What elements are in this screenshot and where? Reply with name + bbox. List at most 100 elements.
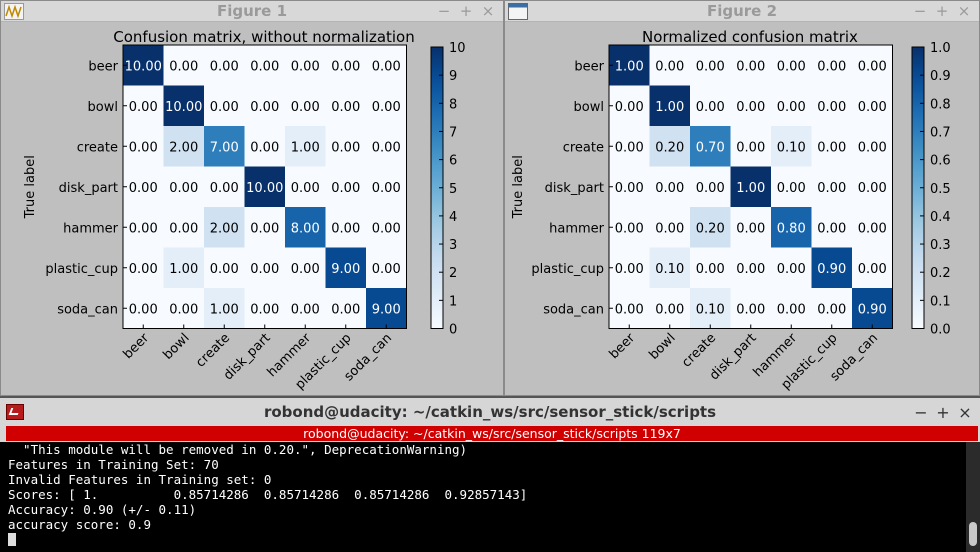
maximize-button[interactable]: + [936,403,950,422]
cell-value-label: 0.00 [250,100,279,115]
minimize-button[interactable]: − [913,2,927,20]
y-tick-label: plastic_cup [531,262,604,277]
heatmap-cell [204,288,245,329]
colorbar-tick-label: 1.0 [930,41,951,56]
cell-value-label: 0.00 [169,181,198,196]
terminal-prompt-line [8,532,966,547]
cell-value-label: 0.90 [858,302,887,317]
close-button[interactable]: × [958,403,972,422]
heatmap-cell [609,166,650,208]
scrollbar-thumb[interactable] [969,522,977,546]
figure-1-titlebar[interactable]: Figure 1 − + × [1,1,503,22]
cell-value-label: 0.00 [129,221,158,236]
colorbar-tick-label: 0 [449,323,457,338]
heatmap-cell [204,85,245,127]
cell-value-label: 0.00 [372,221,401,236]
cell-value-label: 0.00 [696,59,725,74]
cell-value-label: 1.00 [736,181,765,196]
terminal-line: Invalid Features in Training set: 0 [8,472,272,487]
cell-value-label: 0.00 [736,302,765,317]
cell-value-label: 9.00 [372,302,401,317]
heatmap-cell [649,45,691,86]
maximize-button[interactable]: + [459,2,473,20]
cell-value-label: 0.00 [291,181,320,196]
heatmap-cell [609,247,650,289]
cell-value-label: 0.00 [331,59,360,74]
cell-value-label: 0.00 [250,262,279,277]
heatmap-cell [690,207,731,248]
heatmap-cell [244,288,286,329]
heatmap-cell [285,166,326,208]
cell-value-label: 0.00 [736,100,765,115]
cell-value-label: 0.00 [696,100,725,115]
maximize-button[interactable]: + [935,2,949,20]
x-tick-label: beer [607,330,639,362]
heatmap-cell [609,207,650,248]
cell-value-label: 0.00 [817,221,846,236]
heatmap-cell [325,207,367,248]
cell-value-label: 0.00 [736,140,765,155]
heatmap-cell [771,126,812,167]
terminal-title[interactable]: robond@udacity: ~/catkin_ws/src/sensor_s… [263,403,717,421]
heatmap-cell [123,126,164,167]
y-tick-label: disk_part [59,181,118,196]
cell-value-label: 0.00 [736,59,765,74]
heatmap-cell [811,166,853,208]
y-tick-label: bowl [88,100,118,115]
terminal-scrollbar[interactable] [966,442,980,552]
heatmap-cell [163,207,205,248]
cell-value-label: 0.00 [817,100,846,115]
terminal-output[interactable]: "This module will be removed in 0.20.", … [0,442,966,552]
heatmap-cell [163,247,205,289]
cell-value-label: 10.00 [165,100,202,115]
heatmap-cell [325,85,367,127]
heatmap-cell [811,85,853,127]
colorbar-tick-label: 0.2 [930,266,951,281]
y-tick-label: hammer [549,221,605,236]
colorbar-tick-label: 7 [449,125,457,140]
terminal-tab[interactable]: robond@udacity: ~/catkin_ws/src/sensor_s… [6,426,978,441]
minimize-button[interactable]: − [914,403,928,422]
heatmap-cell [366,166,407,208]
cell-value-label: 0.00 [331,100,360,115]
heatmap-cell [609,85,650,127]
minimize-button[interactable]: − [437,2,451,20]
cell-value-label: 0.00 [129,262,158,277]
heatmap-cell [204,126,245,167]
heatmap-cell [730,288,772,329]
window-title: Figure 2 [706,2,778,20]
cell-value-label: 0.80 [777,221,806,236]
cell-value-label: 0.00 [777,59,806,74]
heatmap-cell [123,247,164,289]
cell-value-label: 0.00 [372,100,401,115]
x-tick-label: create [679,331,719,371]
y-tick-label: hammer [63,221,119,236]
heatmap-cell [852,85,893,127]
colorbar-tick-label: 4 [449,210,457,225]
cell-value-label: 0.00 [129,100,158,115]
confusion-matrix-chart: Confusion matrix, without normalization 1… [23,28,466,393]
terminal-line: Features in Training Set: 70 [8,457,219,472]
cell-value-label: 1.00 [169,262,198,277]
heatmap-cell [649,207,691,248]
cell-value-label: 0.00 [372,262,401,277]
figure-2-titlebar[interactable]: Figure 2 − + × [505,1,979,22]
cell-value-label: 0.00 [372,59,401,74]
cell-value-label: 1.00 [655,100,684,115]
heatmap-cell [771,166,812,208]
close-button[interactable]: × [957,2,971,20]
heatmap-cell [163,45,205,86]
heatmap-cell [771,45,812,86]
colorbar-tick-label: 6 [449,154,457,169]
colorbar-tick-label: 0.1 [930,294,951,309]
cell-value-label: 0.00 [696,262,725,277]
y-tick-label: create [563,140,604,155]
cell-value-label: 0.00 [817,181,846,196]
heatmap-cell [204,247,245,289]
heatmap-cell [244,45,286,86]
cell-value-label: 0.00 [615,181,644,196]
cell-value-label: 0.00 [858,221,887,236]
heatmap-cell [771,247,812,289]
heatmap-cell [123,45,164,86]
close-button[interactable]: × [481,2,495,20]
